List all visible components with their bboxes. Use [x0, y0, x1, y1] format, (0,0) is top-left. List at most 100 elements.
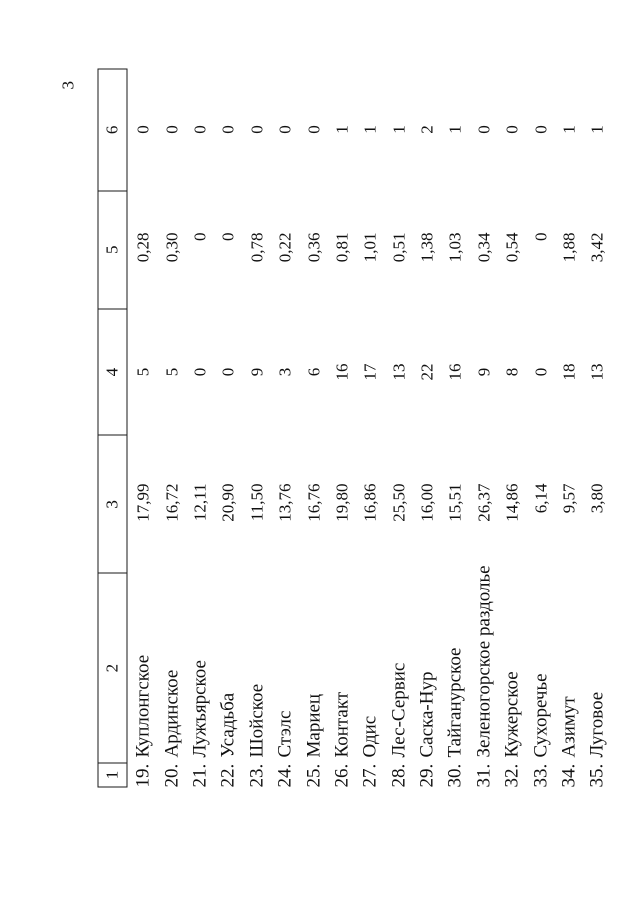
col3-value: 14,86: [502, 483, 522, 522]
row-name: Одис: [359, 715, 381, 757]
col4-value: 0: [530, 367, 550, 376]
row-name-cell: 24. Стэлс: [274, 573, 296, 787]
table-row: 29. Саска-Нур 16,00 22 1,38 2: [413, 68, 441, 787]
row-name-cell: 25. Мариец: [303, 573, 325, 787]
row-number: 34.: [558, 763, 580, 787]
row-name-cell: 21. Лужъярское: [189, 573, 211, 787]
col4-value: 13: [587, 363, 607, 380]
header-col-4: 4: [98, 307, 126, 435]
row-number: 22.: [217, 763, 239, 787]
row-name-cell: 23. Шойское: [246, 573, 268, 787]
row-name: Саска-Нур: [416, 671, 438, 757]
page-number: 3: [58, 80, 77, 90]
row-number: 23.: [245, 763, 267, 787]
row-name-cell: 27. Одис: [359, 573, 381, 787]
row-name: Луговое: [586, 691, 608, 757]
col4-value: 22: [417, 363, 437, 380]
table-row: 30. Тайганурское 15,51 16 1,03 1: [441, 68, 469, 787]
row-name: Сухоречье: [529, 672, 551, 757]
col5-value: 0,28: [133, 232, 153, 262]
row-number: 35.: [586, 763, 608, 787]
col3-value: 11,50: [246, 483, 266, 521]
col4-value: 8: [502, 367, 522, 376]
row-name: Зеленогорское раздолье: [472, 564, 494, 757]
col5-value: 0,51: [388, 232, 408, 262]
row-number: 32.: [501, 763, 523, 787]
col6-value: 0: [502, 124, 522, 134]
col6-value: 1: [360, 124, 380, 134]
col5-value: 0: [218, 232, 238, 241]
table-row: 20. Ардинское 16,72 5 0,30 0: [157, 68, 185, 787]
row-name: Лужъярское: [188, 659, 210, 757]
header-col-3: 3: [98, 434, 126, 573]
col3-value: 26,37: [473, 483, 493, 522]
col5-value: 0,22: [275, 232, 295, 262]
data-table: 1 2 3 4 5 6 19. Куплонгское 17,99 5 0,28 …: [97, 68, 612, 787]
col4-value: 0: [189, 367, 209, 376]
col6-value: 0: [275, 124, 295, 134]
col4-value: 9: [473, 367, 493, 376]
col5-value: 1,01: [360, 232, 380, 262]
col6-value: 1: [388, 124, 408, 134]
row-name-cell: 32. Кужерское: [501, 573, 523, 787]
row-number: 26.: [330, 763, 352, 787]
col6-value: 0: [189, 124, 209, 134]
table-row: 28. Лес-Сервис 25,50 13 0,51 1: [385, 68, 413, 787]
col4-value: 17: [360, 363, 380, 380]
table-row: 35. Луговое 3,80 13 3,42 1: [583, 68, 611, 787]
col3-value: 16,00: [417, 483, 437, 522]
col6-value: 0: [246, 124, 266, 134]
row-name: Куплонгское: [132, 654, 154, 757]
col5-value: 1,38: [417, 232, 437, 262]
col4-value: 3: [275, 367, 295, 376]
col5-value: 1,88: [559, 232, 579, 262]
row-name-cell: 26. Контакт: [331, 573, 353, 787]
row-name: Стэлс: [274, 710, 296, 757]
row-number: 33.: [529, 763, 551, 787]
col6-value: 1: [445, 124, 465, 134]
col3-value: 6,14: [530, 483, 550, 513]
col3-value: 17,99: [133, 483, 153, 522]
row-name-cell: 34. Азимут: [558, 573, 580, 787]
col3-value: 16,76: [303, 483, 323, 522]
table-row: 31. Зеленогорское раздолье 26,37 9 0,34 0: [470, 68, 498, 787]
header-col-2: 2: [98, 572, 126, 763]
row-name: Тайганурское: [444, 647, 466, 757]
table-body: 19. Куплонгское 17,99 5 0,28 0 20. Ардинск…: [129, 68, 612, 787]
row-name-cell: 19. Куплонгское: [132, 573, 154, 787]
col3-value: 16,72: [161, 483, 181, 522]
table-row: 32. Кужерское 14,86 8 0,54 0: [498, 68, 526, 787]
table-header-row: 1 2 3 4 5 6: [97, 68, 127, 787]
row-number: 19.: [132, 763, 154, 787]
col5-value: 0: [189, 232, 209, 241]
row-name: Азимут: [558, 695, 580, 757]
header-col-5: 5: [98, 189, 126, 308]
col6-value: 0: [530, 124, 550, 134]
row-name: Лес-Сервис: [387, 662, 409, 757]
col4-value: 18: [559, 363, 579, 380]
col4-value: 13: [388, 363, 408, 380]
table-row: 33. Сухоречье 6,14 0 0 0: [526, 68, 554, 787]
col3-value: 12,11: [189, 483, 209, 521]
col5-value: 0,36: [303, 232, 323, 262]
row-name: Контакт: [330, 691, 352, 757]
col3-value: 9,57: [559, 483, 579, 513]
col4-value: 9: [246, 367, 266, 376]
row-number: 24.: [274, 763, 296, 787]
col3-value: 15,51: [445, 483, 465, 522]
col6-value: 0: [133, 124, 153, 134]
row-name-cell: 22. Усадьба: [217, 573, 239, 787]
col5-value: 0,81: [331, 232, 351, 262]
col5-value: 0,54: [502, 232, 522, 262]
col4-value: 16: [331, 363, 351, 380]
col3-value: 20,90: [218, 483, 238, 522]
row-name: Кужерское: [501, 670, 523, 757]
col5-value: 0,34: [473, 232, 493, 262]
row-name: Усадьба: [217, 692, 239, 757]
table-row: 34. Азимут 9,57 18 1,88 1: [555, 68, 583, 787]
row-number: 25.: [302, 763, 324, 787]
row-number: 20.: [160, 763, 182, 787]
col4-value: 6: [303, 367, 323, 376]
table-row: 24. Стэлс 13,76 3 0,22 0: [271, 68, 299, 787]
row-number: 28.: [387, 763, 409, 787]
